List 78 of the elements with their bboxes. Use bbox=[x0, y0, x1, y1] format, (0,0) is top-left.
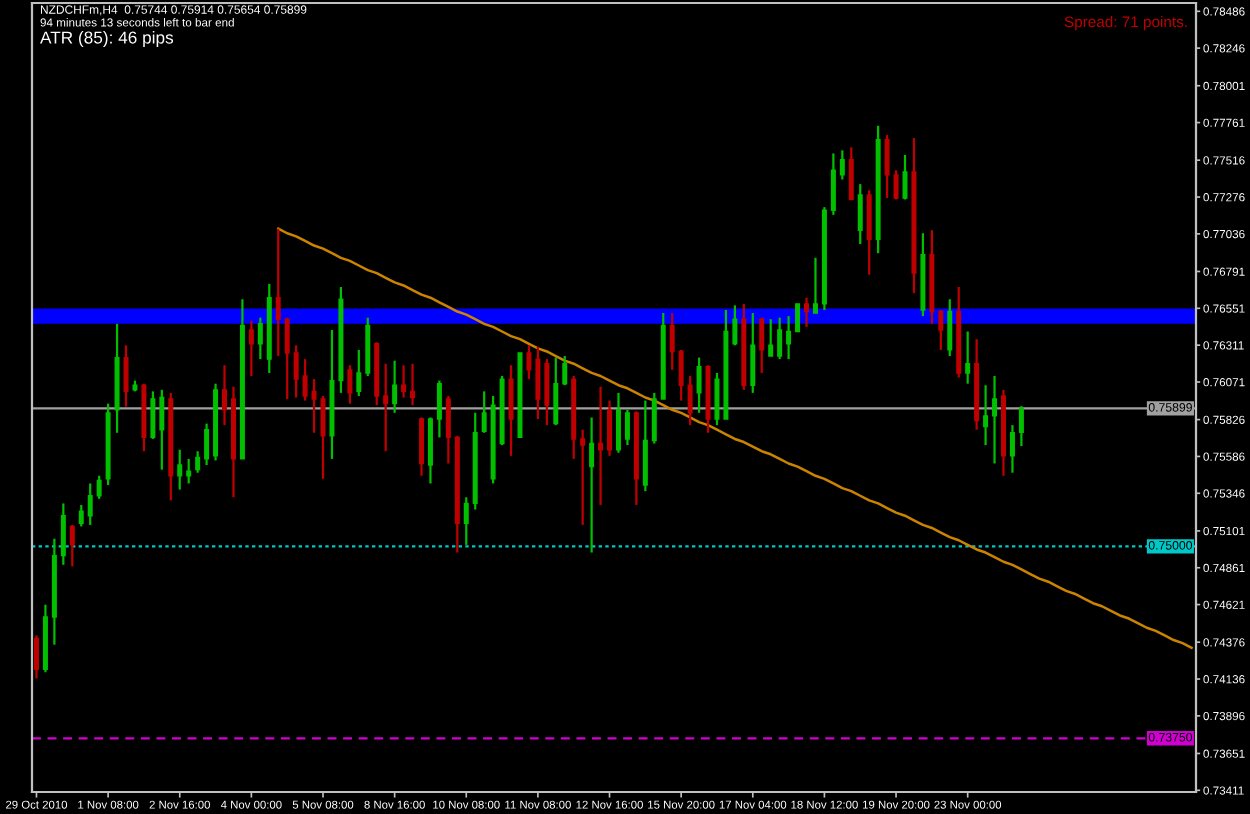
candlestick bbox=[33, 634, 39, 680]
candlestick bbox=[177, 448, 183, 491]
candlestick bbox=[589, 416, 595, 554]
candlestick bbox=[624, 408, 630, 447]
candlestick bbox=[714, 371, 720, 427]
candlestick bbox=[732, 304, 738, 347]
candlestick bbox=[410, 362, 416, 407]
candlestick bbox=[1018, 404, 1024, 448]
candlestick bbox=[651, 391, 657, 445]
candlestick bbox=[777, 316, 783, 361]
candlestick bbox=[812, 256, 818, 315]
candlestick bbox=[983, 384, 989, 447]
candlestick bbox=[893, 169, 899, 201]
candlestick bbox=[123, 344, 129, 408]
candlestick bbox=[481, 390, 487, 434]
candlestick bbox=[678, 348, 684, 402]
candlestick bbox=[750, 311, 756, 394]
candlestick bbox=[768, 318, 774, 358]
candlestick bbox=[150, 390, 156, 441]
candlestick bbox=[159, 388, 165, 471]
candlestick bbox=[544, 358, 550, 427]
candlestick bbox=[839, 149, 845, 181]
candlestick bbox=[562, 354, 568, 387]
candlestick bbox=[275, 227, 281, 358]
candlestick bbox=[222, 364, 227, 427]
candlestick bbox=[419, 416, 424, 477]
candlestick bbox=[992, 374, 998, 465]
candlestick bbox=[293, 344, 299, 399]
candlestick bbox=[78, 503, 84, 528]
line-series bbox=[276, 227, 1193, 649]
candlestick bbox=[580, 428, 586, 527]
candlestick bbox=[436, 379, 442, 439]
candlestick bbox=[186, 457, 192, 485]
candlestick bbox=[365, 316, 371, 378]
candlestick bbox=[257, 316, 263, 361]
candlestick bbox=[401, 364, 407, 399]
candlestick bbox=[804, 296, 809, 328]
candlestick bbox=[786, 315, 792, 361]
candlestick bbox=[884, 133, 890, 200]
candlestick bbox=[427, 416, 433, 485]
annotation: ATR (85): 46 pips bbox=[40, 31, 174, 48]
candlestick bbox=[535, 345, 541, 421]
candlestick bbox=[759, 316, 765, 375]
candlestick bbox=[553, 356, 559, 427]
candlestick bbox=[526, 344, 532, 381]
candlestick bbox=[445, 394, 451, 465]
candlestick bbox=[356, 348, 362, 398]
candlestick bbox=[615, 391, 621, 454]
candlestick bbox=[195, 450, 201, 474]
candlestick bbox=[383, 362, 389, 453]
candlestick bbox=[96, 474, 102, 500]
candlestick bbox=[857, 183, 863, 246]
candlestick bbox=[669, 311, 675, 371]
candlestick bbox=[60, 502, 66, 566]
candlestick bbox=[87, 482, 93, 527]
candlestick bbox=[302, 358, 308, 402]
candlestick bbox=[947, 298, 953, 358]
candlestick bbox=[938, 308, 944, 352]
candlestick bbox=[508, 364, 514, 457]
candlestick bbox=[463, 496, 469, 546]
candlestick bbox=[866, 189, 872, 276]
candlestick bbox=[696, 356, 702, 414]
candlestick bbox=[848, 146, 854, 201]
candlestick bbox=[311, 377, 317, 434]
candlestick bbox=[392, 359, 398, 414]
candlestick bbox=[248, 319, 254, 378]
candlestick bbox=[642, 399, 648, 493]
candlestick bbox=[687, 374, 693, 427]
candlestick bbox=[347, 364, 353, 405]
candlestick bbox=[607, 399, 613, 457]
candlestick bbox=[598, 385, 604, 507]
candlestick bbox=[204, 422, 210, 467]
candlestick bbox=[965, 330, 971, 385]
candlestick bbox=[69, 523, 75, 568]
candlestick bbox=[795, 302, 801, 333]
candlestick bbox=[1009, 424, 1015, 474]
candlestick bbox=[830, 152, 836, 216]
candlestick bbox=[284, 316, 290, 401]
